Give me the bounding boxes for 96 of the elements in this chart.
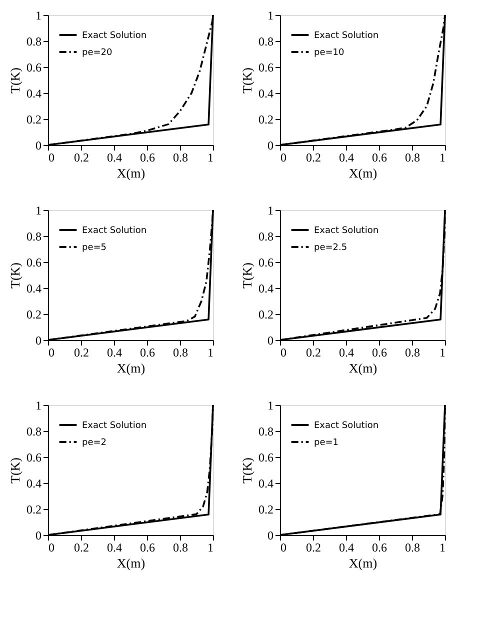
- x-axis-title: X(m): [116, 360, 146, 376]
- x-tick-label: 1: [440, 540, 446, 554]
- y-tick-label: 0.2: [258, 502, 274, 516]
- y-tick-label: 0: [268, 334, 274, 348]
- x-tick-label: 0.8: [173, 150, 188, 164]
- y-axis-title: T(K): [8, 262, 22, 288]
- x-tick-label: 0.6: [372, 346, 387, 360]
- legend-label: pe=2: [82, 438, 107, 448]
- x-tick-label: 0: [48, 346, 54, 360]
- y-tick-label: 0.6: [258, 256, 274, 270]
- x-tick-label: 0.8: [405, 150, 420, 164]
- y-tick-label: 0.4: [26, 476, 42, 490]
- x-tick-label: 1: [208, 540, 214, 554]
- y-tick-label: 0.4: [258, 282, 274, 296]
- x-tick-label: 0.4: [339, 540, 354, 554]
- legend-label: pe=1: [314, 438, 339, 448]
- y-tick-label: 0.2: [26, 308, 42, 322]
- legend-label: pe=10: [314, 48, 345, 58]
- y-tick-label: 0.8: [26, 34, 42, 48]
- x-tick-label: 0.4: [339, 346, 354, 360]
- legend-label: Exact Solution: [314, 421, 379, 431]
- legend-label: Exact Solution: [314, 226, 379, 236]
- y-axis-title: T(K): [240, 458, 254, 484]
- x-axis-title: X(m): [348, 360, 378, 376]
- x-tick-label: 0.2: [74, 346, 89, 360]
- y-tick-label: 0.6: [258, 450, 274, 464]
- x-tick-label: 0.2: [74, 150, 89, 164]
- x-tick-label: 0.2: [306, 540, 321, 554]
- x-tick-label: 0.6: [140, 346, 155, 360]
- x-axis-title: X(m): [116, 166, 146, 180]
- x-tick-label: 0.6: [140, 150, 155, 164]
- y-tick-label: 1: [268, 8, 274, 22]
- x-axis-title: X(m): [348, 166, 378, 180]
- y-tick-label: 1: [268, 398, 274, 412]
- y-tick-label: 0: [36, 334, 42, 348]
- x-tick-label: 0: [280, 150, 286, 164]
- y-tick-label: 0: [268, 528, 274, 542]
- legend-label: Exact Solution: [82, 421, 147, 431]
- y-tick-label: 0.8: [26, 424, 42, 438]
- legend-label: Exact Solution: [82, 226, 147, 236]
- y-tick-label: 0.2: [26, 112, 42, 126]
- x-tick-label: 1: [208, 346, 214, 360]
- legend-label: pe=5: [82, 243, 107, 253]
- y-tick-label: 0.6: [26, 60, 42, 74]
- x-tick-label: 0.6: [140, 540, 155, 554]
- x-tick-label: 1: [440, 150, 446, 164]
- y-tick-label: 0.4: [258, 86, 274, 100]
- x-tick-label: 1: [440, 346, 446, 360]
- y-tick-label: 0.4: [26, 86, 42, 100]
- x-tick-label: 1: [208, 150, 214, 164]
- y-tick-label: 1: [36, 204, 42, 218]
- y-tick-label: 0.6: [26, 450, 42, 464]
- y-tick-label: 1: [36, 398, 42, 412]
- x-tick-label: 0.8: [405, 346, 420, 360]
- y-tick-label: 1: [36, 8, 42, 22]
- y-axis-title: T(K): [8, 458, 22, 484]
- legend-label: Exact Solution: [314, 31, 379, 41]
- y-axis-title: T(K): [240, 68, 254, 94]
- x-tick-label: 0.8: [405, 540, 420, 554]
- x-tick-label: 0: [280, 540, 286, 554]
- y-tick-label: 0.2: [26, 502, 42, 516]
- y-tick-label: 0.8: [258, 34, 274, 48]
- x-tick-label: 0.2: [306, 346, 321, 360]
- y-tick-label: 0.6: [26, 256, 42, 270]
- x-tick-label: 0.4: [107, 346, 122, 360]
- x-tick-label: 0.6: [372, 150, 387, 164]
- x-tick-label: 0.8: [173, 346, 188, 360]
- y-tick-label: 0.2: [258, 112, 274, 126]
- y-tick-label: 1: [268, 204, 274, 218]
- x-tick-label: 0: [48, 150, 54, 164]
- y-axis-title: T(K): [240, 262, 254, 288]
- legend-label: pe=2.5: [314, 243, 348, 253]
- y-tick-label: 0: [36, 138, 42, 152]
- y-tick-label: 0.8: [258, 424, 274, 438]
- y-tick-label: 0.2: [258, 308, 274, 322]
- y-tick-label: 0.8: [26, 230, 42, 244]
- x-tick-label: 0.8: [173, 540, 188, 554]
- x-tick-label: 0: [280, 346, 286, 360]
- y-tick-label: 0.8: [258, 230, 274, 244]
- y-tick-label: 0: [36, 528, 42, 542]
- x-axis-title: X(m): [348, 556, 378, 570]
- x-tick-label: 0.6: [372, 540, 387, 554]
- y-tick-label: 0: [268, 138, 274, 152]
- x-tick-label: 0.4: [107, 150, 122, 164]
- x-axis-title: X(m): [116, 556, 146, 570]
- y-tick-label: 0.4: [26, 282, 42, 296]
- x-tick-label: 0.2: [306, 150, 321, 164]
- y-tick-label: 0.6: [258, 60, 274, 74]
- x-tick-label: 0.4: [339, 150, 354, 164]
- y-tick-label: 0.4: [258, 476, 274, 490]
- legend-label: pe=20: [82, 48, 113, 58]
- x-tick-label: 0: [48, 540, 54, 554]
- x-tick-label: 0.4: [107, 540, 122, 554]
- y-axis-title: T(K): [8, 68, 22, 94]
- x-tick-label: 0.2: [74, 540, 89, 554]
- legend-label: Exact Solution: [82, 31, 147, 41]
